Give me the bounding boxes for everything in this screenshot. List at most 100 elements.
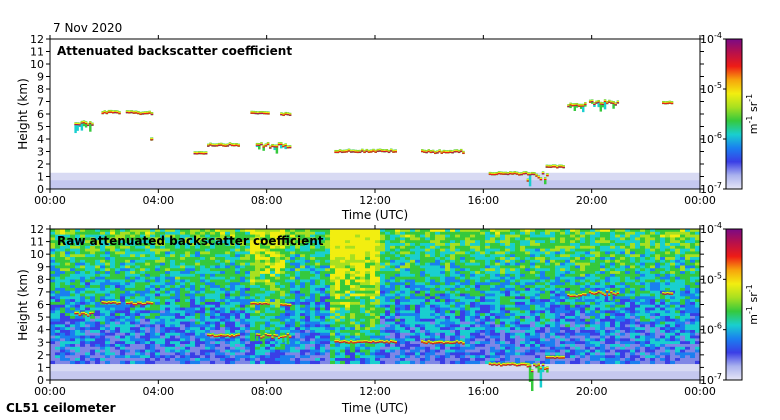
noise-cell <box>170 276 176 280</box>
noise-cell <box>315 265 321 269</box>
noise-cell <box>280 279 286 283</box>
cloud-cell <box>511 172 514 174</box>
noise-cell <box>420 307 426 311</box>
noise-cell <box>355 254 361 258</box>
noise-cell <box>220 243 226 247</box>
y-tick-label: 2 <box>37 158 44 171</box>
cloud-cell <box>438 150 441 153</box>
noise-cell <box>195 271 201 275</box>
noise-cell <box>80 273 86 278</box>
noise-cell <box>400 265 406 269</box>
noise-cell <box>405 231 411 236</box>
noise-cell <box>260 276 266 280</box>
noise-cell <box>590 265 596 269</box>
noise-cell <box>230 248 236 252</box>
noise-cell <box>685 243 691 247</box>
noise-cell <box>450 282 456 286</box>
noise-cell <box>90 245 96 250</box>
noise-cell <box>460 231 466 236</box>
cloud-cell <box>74 125 77 134</box>
noise-cell <box>170 257 176 261</box>
noise-cell <box>135 276 141 280</box>
cloud-cell <box>284 143 287 146</box>
noise-cell <box>365 285 371 289</box>
noise-cell <box>110 254 116 258</box>
noise-cell <box>235 279 241 283</box>
noise-cell <box>460 279 466 283</box>
noise-cell <box>575 301 581 306</box>
cloud-cell <box>444 151 448 154</box>
noise-cell <box>340 240 346 244</box>
noise-cell <box>685 313 691 317</box>
noise-cell <box>400 285 406 289</box>
noise-cell <box>410 254 416 258</box>
cloud-cell <box>128 112 131 114</box>
noise-cell <box>95 248 101 252</box>
noise-cell <box>455 262 461 266</box>
noise-cell <box>205 231 211 236</box>
noise-cell <box>60 234 66 238</box>
noise-cell <box>380 276 386 280</box>
noise-cell <box>455 290 461 294</box>
noise-cell <box>695 304 701 308</box>
noise-cell <box>640 276 646 280</box>
noise-cell <box>230 251 236 255</box>
noise-cell <box>90 265 96 269</box>
noise-cell <box>610 315 616 320</box>
noise-cell <box>65 279 71 283</box>
noise-cell <box>215 229 221 233</box>
noise-cell <box>200 318 206 322</box>
noise-cell <box>680 287 686 292</box>
noise-cell <box>275 307 281 311</box>
noise-cell <box>460 315 466 320</box>
noise-cell <box>520 245 526 250</box>
noise-cell <box>240 279 246 283</box>
noise-cell <box>480 315 486 320</box>
noise-cell <box>505 245 511 250</box>
noise-cell <box>420 234 426 238</box>
noise-cell <box>360 245 366 250</box>
noise-cell <box>565 262 571 266</box>
cloud-cell <box>394 149 397 152</box>
noise-cell <box>280 240 286 244</box>
cloud-cell <box>118 111 121 113</box>
noise-cell <box>665 307 671 311</box>
noise-cell <box>225 287 231 292</box>
noise-cell <box>490 313 496 317</box>
noise-cell <box>235 310 241 314</box>
noise-cell <box>125 296 131 300</box>
noise-cell <box>495 293 501 297</box>
noise-cell <box>200 265 206 269</box>
noise-cell <box>335 254 341 258</box>
noise-cell <box>600 243 606 247</box>
noise-cell <box>95 243 101 247</box>
noise-cell <box>630 293 636 297</box>
noise-cell <box>630 271 636 275</box>
cloud-cell <box>275 146 279 148</box>
noise-cell <box>585 296 591 300</box>
noise-cell <box>90 299 96 303</box>
noise-cell <box>280 304 286 308</box>
noise-cell <box>85 276 91 280</box>
noise-cell <box>645 276 651 280</box>
cloud-cell <box>224 145 227 147</box>
noise-cell <box>695 243 701 247</box>
noise-cell <box>305 231 311 236</box>
noise-cell <box>585 245 591 250</box>
noise-cell <box>425 296 431 300</box>
cloud-cell <box>531 172 534 174</box>
noise-cell <box>655 257 661 261</box>
noise-cell <box>190 268 196 272</box>
noise-cell <box>650 257 656 261</box>
noise-cell <box>175 257 181 261</box>
noise-cell <box>690 248 696 252</box>
noise-cell <box>465 307 471 311</box>
noise-cell <box>385 251 391 255</box>
noise-cell <box>310 243 316 247</box>
noise-cell <box>625 237 631 241</box>
noise-cell <box>540 279 546 283</box>
noise-cell <box>345 273 351 278</box>
noise-cell <box>325 268 331 272</box>
noise-cell <box>350 257 356 261</box>
noise-cell <box>155 293 161 297</box>
